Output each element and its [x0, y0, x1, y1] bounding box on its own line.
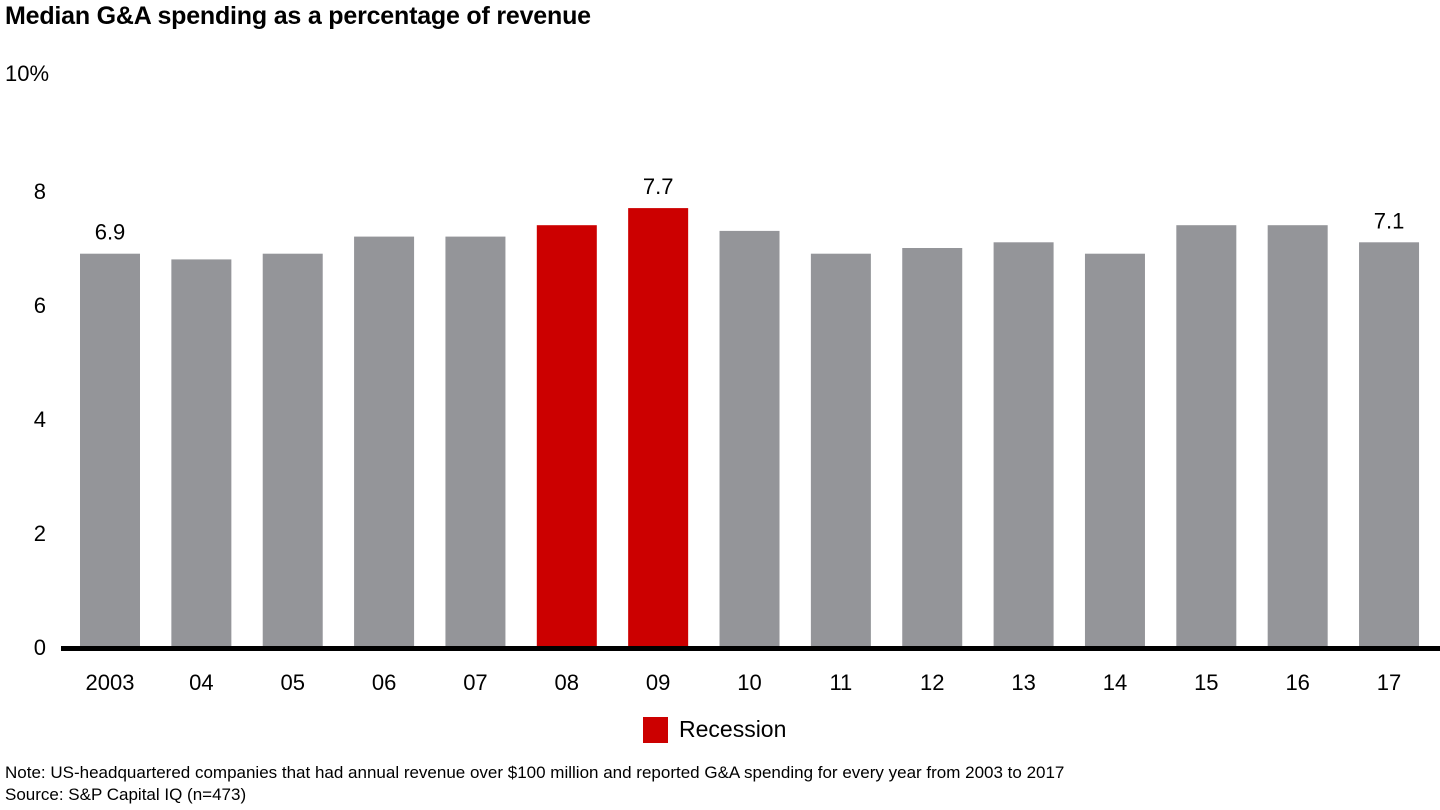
legend-label-recession: Recession [679, 716, 787, 742]
bar-04 [171, 259, 232, 647]
bar-05 [262, 253, 323, 647]
bar-13 [993, 242, 1054, 648]
bar-07 [445, 236, 506, 647]
y-tick-label: 6 [34, 293, 46, 318]
bar-chart: 0 2 4 6 8 6.9 7.7 7.1 2003 04 05 06 07 08 09 10 11 12 13… [34, 174, 1440, 695]
x-tick-label: 2003 [86, 670, 135, 695]
x-tick-label: 06 [372, 670, 396, 695]
bar-15 [1176, 225, 1237, 647]
bar-14 [1084, 253, 1145, 647]
y-tick-label: 0 [34, 635, 46, 660]
x-tick-label: 11 [829, 670, 852, 695]
legend-swatch-recession [643, 716, 668, 743]
bar-12 [902, 248, 963, 647]
bar-11 [810, 253, 871, 647]
y-tick-label: 2 [34, 521, 46, 546]
x-tick-label: 09 [646, 670, 670, 695]
chart-title: Median G&A spending as a percentage of r… [5, 2, 591, 30]
y-axis-unit-label: 10% [5, 61, 50, 86]
x-tick-label: 05 [280, 670, 304, 695]
x-axis-line [61, 646, 1440, 651]
y-tick-label: 8 [34, 179, 46, 204]
bar-06 [354, 236, 415, 647]
bar-16 [1267, 225, 1328, 647]
bar-08 [536, 225, 597, 647]
x-tick-label: 16 [1285, 670, 1309, 695]
bar-10 [719, 230, 780, 647]
bar-09 [628, 208, 689, 647]
x-tick-label: 08 [555, 670, 579, 695]
x-tick-label: 04 [189, 670, 213, 695]
data-label: 6.9 [95, 220, 126, 245]
bar-17 [1359, 242, 1420, 648]
x-tick-label: 14 [1103, 670, 1127, 695]
x-axis-labels: 2003 04 05 06 07 08 09 10 11 12 13 14 15 16 17 [86, 670, 1402, 695]
data-label: 7.7 [643, 174, 674, 199]
footnotes: Note: US-headquartered companies that ha… [5, 762, 1064, 806]
x-tick-label: 15 [1194, 670, 1218, 695]
x-tick-label: 10 [737, 670, 761, 695]
bar-2003 [80, 253, 140, 647]
legend: Recession [643, 716, 786, 743]
y-axis-ticks: 0 2 4 6 8 [34, 179, 46, 660]
x-tick-label: 13 [1011, 670, 1035, 695]
x-tick-label: 07 [463, 670, 487, 695]
x-tick-label: 12 [920, 670, 944, 695]
data-labels: 6.9 7.7 7.1 [95, 174, 1405, 245]
data-label: 7.1 [1374, 208, 1405, 233]
bars [80, 208, 1420, 648]
y-tick-label: 4 [34, 407, 46, 432]
note-text: Note: US-headquartered companies that ha… [5, 763, 1065, 782]
source-text: Source: S&P Capital IQ (n=473) [5, 785, 247, 804]
x-tick-label: 17 [1377, 670, 1401, 695]
